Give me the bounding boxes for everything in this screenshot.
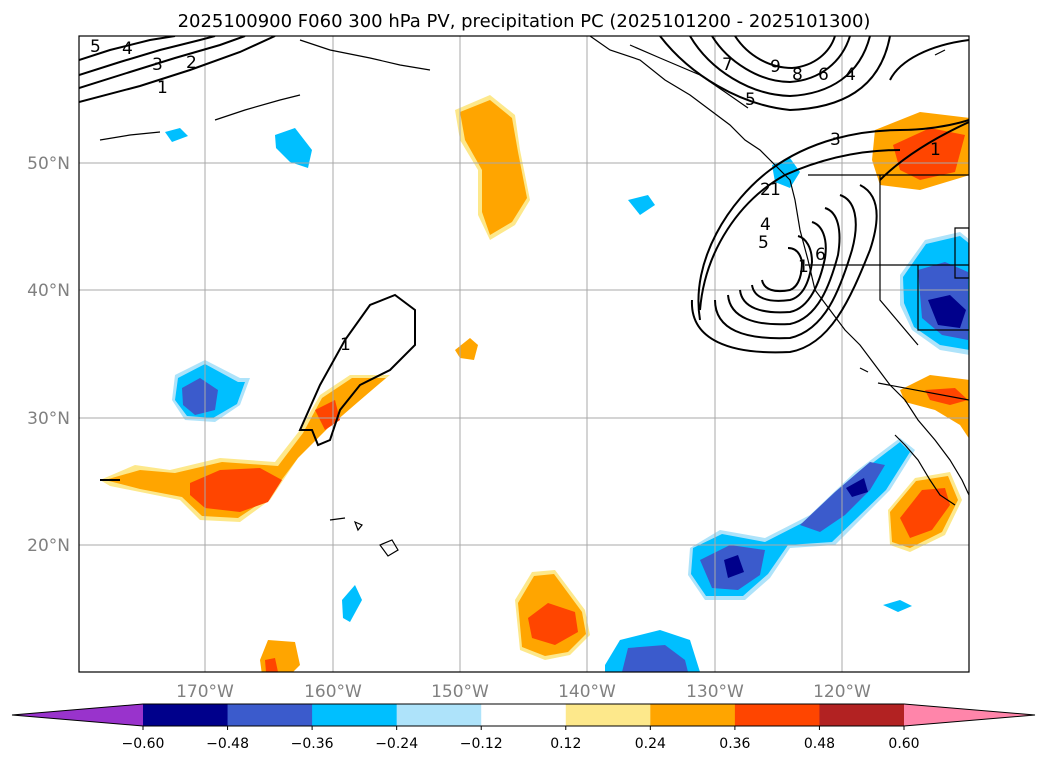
colorbar-tick-label: −0.24 [375,736,418,752]
contour-label: 8 [792,65,803,85]
map-frame [78,35,970,673]
colorbar-tick-label: 0.24 [635,736,666,752]
lon-tick-label: 120°W [813,682,871,702]
precip-area [182,378,218,415]
colorbar-swatch [734,704,820,726]
contour-label: 9 [770,57,781,77]
colorbar-swatch [227,704,313,726]
precip-area [265,658,278,672]
contour-label: 3 [152,55,163,75]
precip-fills [100,95,969,672]
gridlines [79,36,969,672]
contour-label: 1 [157,78,168,98]
colorbar-swatch [396,704,482,726]
colorbar-tick-label: −0.60 [122,736,165,752]
contour-label: 1 [930,140,941,160]
lon-tick-label: 150°W [431,682,489,702]
precip-area [190,468,282,512]
colorbar-swatch [565,704,651,726]
precip-area [455,338,478,360]
lon-tick-label: 160°W [304,682,362,702]
map-background [79,36,969,672]
precip-area [928,295,966,328]
contour-label: 3 [830,130,841,150]
contour-label: 7 [722,55,733,75]
precip-area [165,128,188,142]
contour-label: 4 [845,65,856,85]
colorbar-swatch [481,704,567,726]
lat-tick-label: 20°N [27,536,70,556]
contour-label: 2 [760,180,771,200]
colorbar-extend-max [904,704,1035,726]
contour-label: 5 [758,233,769,253]
colorbar-swatch [312,704,398,726]
chart-title: 2025100900 F060 300 hPa PV, precipitatio… [178,11,871,32]
colorbar-swatch [143,704,229,726]
lon-axis: 170°W 160°W 150°W 140°W 130°W 120°W [176,682,871,702]
lat-tick-label: 40°N [27,281,70,301]
coastlines [99,36,969,557]
colorbar-tick-label: −0.12 [460,736,503,752]
lon-tick-label: 140°W [558,682,616,702]
precip-area [772,158,800,188]
contour-label: 4 [122,39,133,59]
map-layer: 5 4 3 2 1 1 7 9 8 6 4 5 3 1 1 2 4 5 6 1 [79,36,969,672]
precip-area [105,378,386,518]
contour-label: 2 [186,53,197,73]
precip-area [628,195,655,215]
lon-tick-label: 170°W [176,682,234,702]
precip-area [900,488,950,538]
colorbar-tick-label: −0.36 [291,736,334,752]
precip-area [883,600,912,612]
contour-label: 5 [90,37,101,57]
precip-area [893,128,965,180]
precip-area [342,585,362,622]
lat-tick-label: 30°N [27,409,70,429]
colorbar: −0.60 −0.48 −0.36 −0.24 −0.12 0.12 0.24 0.36 0.4… [11,703,1036,752]
contour-label: 1 [340,335,351,355]
precip-area [460,100,527,235]
pv-contours [79,36,969,481]
precip-area [846,478,868,497]
precip-area [724,555,744,578]
colorbar-swatch [819,704,905,726]
contour-label: 5 [745,90,756,110]
pv-contour-labels: 5 4 3 2 1 1 7 9 8 6 4 5 3 1 1 2 4 5 6 1 [90,37,941,355]
colorbar-swatch [650,704,736,726]
contour-label: 6 [815,245,826,265]
lon-tick-label: 130°W [686,682,744,702]
precip-area [622,645,688,672]
colorbar-tick-label: 0.36 [719,736,750,752]
precip-area [528,603,578,645]
colorbar-tick-label: −0.48 [206,736,249,752]
contour-label: 1 [770,180,781,200]
lat-tick-label: 50°N [27,154,70,174]
contour-label: 6 [818,65,829,85]
precip-area [925,388,968,405]
colorbar-tick-label: 0.48 [804,736,835,752]
precip-area [275,128,312,168]
colorbar-tick-label: 0.12 [550,736,581,752]
colorbar-extend-min [12,704,143,726]
contour-label: 1 [798,257,809,277]
precip-area [315,400,340,430]
colorbar-tick-label: 0.60 [888,736,919,752]
contour-label: 4 [760,215,771,235]
lat-axis: 50°N 40°N 30°N 20°N [27,154,70,556]
